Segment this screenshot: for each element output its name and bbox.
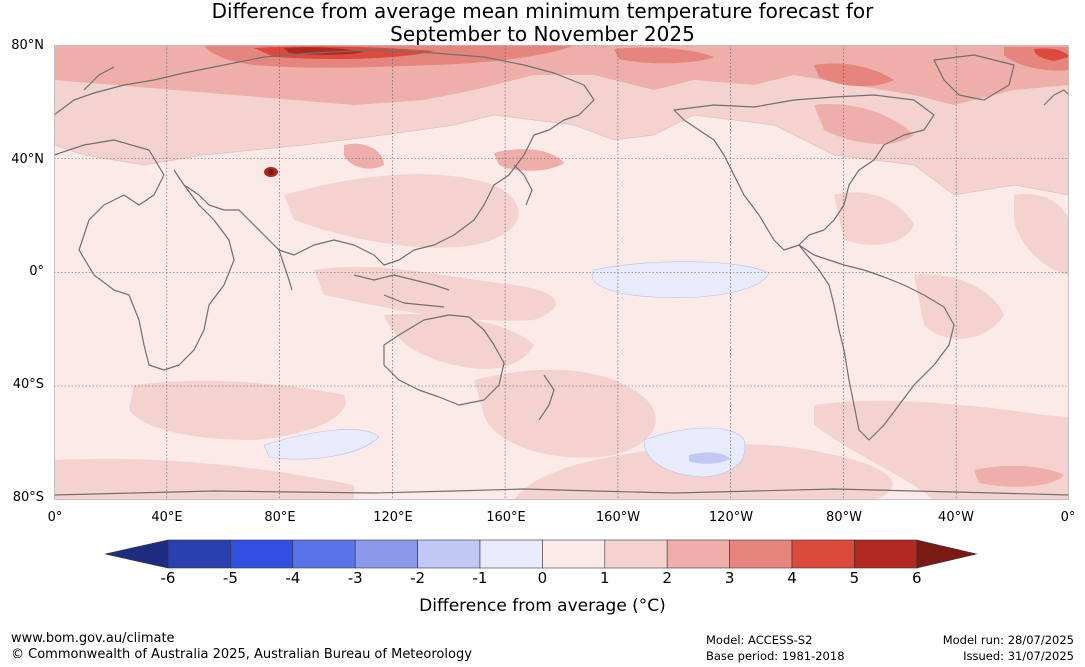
colorbar-cell	[854, 539, 918, 569]
lon-label-160w: 160°W	[595, 510, 641, 525]
title-line-2: September to November 2025	[390, 22, 695, 46]
lat-label-40s: 40°S	[12, 377, 44, 392]
colorbar-cell	[542, 539, 606, 569]
lat-label-80s: 80°S	[12, 490, 44, 505]
lon-label-120e: 120°E	[373, 510, 413, 525]
footer-issued: Issued: 31/07/2025	[963, 649, 1074, 663]
coastlines	[53, 49, 1070, 496]
footer-copyright: © Commonwealth of Australia 2025, Austra…	[11, 647, 472, 662]
colorbar-tick-label: 1	[600, 569, 610, 587]
map-svg	[53, 45, 1070, 500]
colorbar-tick-label: -2	[410, 569, 426, 587]
forecast-map[interactable]	[53, 45, 1070, 500]
lat-label-0: 0°	[29, 264, 44, 279]
map-frame	[54, 45, 1069, 500]
colorbar-cell	[167, 539, 231, 569]
colorbar-cell	[292, 539, 356, 569]
anomaly-band-neg-1-2	[689, 452, 730, 464]
chart-title: Difference from average mean minimum tem…	[0, 0, 1085, 46]
colorbar-tick-label: -5	[222, 569, 238, 587]
anomaly-hotspot	[268, 169, 274, 175]
footer-model: Model: ACCESS-S2	[706, 633, 813, 647]
colorbar-extend-low	[105, 539, 169, 569]
gridlines	[54, 45, 1069, 500]
lon-label-40w: 40°W	[938, 510, 974, 525]
lon-label-40e: 40°E	[151, 510, 183, 525]
lon-label-80w: 80°W	[826, 510, 862, 525]
colorbar	[105, 539, 977, 569]
colorbar-cell	[230, 539, 294, 569]
colorbar-tick-label: 4	[787, 569, 797, 587]
colorbar-cell	[666, 539, 730, 569]
title-line-1: Difference from average mean minimum tem…	[211, 0, 874, 23]
colorbar-cell	[791, 539, 855, 569]
colorbar-tick-label: 3	[724, 569, 735, 587]
colorbar-cell	[417, 539, 481, 569]
lon-label-0-east: 0°	[1060, 510, 1076, 525]
lon-label-160e: 160°E	[486, 510, 526, 525]
lon-label-120w: 120°W	[708, 510, 754, 525]
footer-url[interactable]: www.bom.gov.au/climate	[11, 631, 175, 646]
lat-label-80n: 80°N	[11, 38, 44, 53]
colorbar-tick-label: 0	[537, 569, 548, 587]
colorbar-tick-label: -3	[347, 569, 363, 587]
lon-label-80e: 80°E	[264, 510, 296, 525]
footer-model-run: Model run: 28/07/2025	[942, 633, 1074, 647]
colorbar-tick-label: 2	[662, 569, 672, 587]
lat-label-40n: 40°N	[11, 152, 44, 167]
contour-lines	[53, 114, 1070, 196]
colorbar-cell	[604, 539, 668, 569]
colorbar-tick-label: -1	[472, 569, 488, 587]
colorbar-label: Difference from average (°C)	[419, 596, 666, 616]
colorbar-tick-label: 5	[849, 569, 860, 587]
colorbar-tick-label: 6	[912, 569, 922, 587]
colorbar-tick-label: -4	[285, 569, 301, 587]
colorbar-tick-label: -6	[160, 569, 176, 587]
colorbar-cell	[729, 539, 793, 569]
colorbar-cell	[354, 539, 418, 569]
anomaly-band-neg	[263, 261, 770, 478]
colorbar-extend-high	[916, 539, 977, 569]
lon-label-0-west: 0°	[47, 510, 63, 525]
footer-base-period: Base period: 1981-2018	[706, 649, 845, 663]
colorbar-cell	[479, 539, 543, 569]
